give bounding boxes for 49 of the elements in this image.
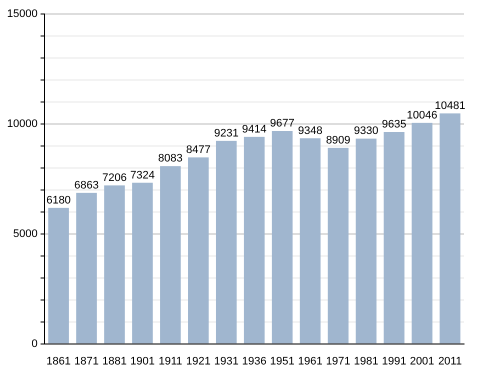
x-tick-label: 1971 <box>326 355 350 368</box>
bar <box>412 122 432 344</box>
y-tick-label: 10000 <box>6 118 38 130</box>
x-tick-label: 1911 <box>158 355 182 368</box>
x-tick-label: 1961 <box>298 355 322 368</box>
x-tick-label: 1981 <box>354 355 378 368</box>
data-label: 10481 <box>434 100 466 112</box>
data-label: 10046 <box>406 109 438 122</box>
x-tick-label: 1931 <box>214 355 239 368</box>
bar <box>356 138 376 344</box>
data-label: 8909 <box>326 134 350 146</box>
x-tick-label: 1921 <box>186 355 211 368</box>
bar <box>132 182 153 344</box>
bar <box>104 185 125 344</box>
bar <box>48 208 69 344</box>
data-label: 7206 <box>102 172 127 184</box>
data-label: 9231 <box>214 127 239 140</box>
data-label: 8083 <box>158 152 183 165</box>
data-label: 6863 <box>74 179 99 192</box>
data-label: 9330 <box>354 125 378 138</box>
bar <box>272 131 293 344</box>
data-label: 9677 <box>270 118 294 130</box>
x-tick-label: 1881 <box>102 355 127 368</box>
data-label: 8477 <box>186 144 211 156</box>
data-label: 9635 <box>382 118 406 130</box>
data-label: 9414 <box>242 123 267 136</box>
x-tick-label: 1936 <box>242 355 267 368</box>
bar <box>160 166 181 344</box>
x-tick-label: 1861 <box>46 355 71 368</box>
y-tick-label: 0 <box>31 338 38 350</box>
bar <box>76 192 97 344</box>
bar <box>188 157 209 344</box>
y-tick-label: 15000 <box>6 8 38 20</box>
bar <box>216 140 237 344</box>
x-tick-label: 1901 <box>130 355 155 368</box>
x-tick-label: 1871 <box>74 355 99 368</box>
x-tick-label: 1991 <box>382 355 406 368</box>
bar <box>440 113 460 344</box>
data-label: 6180 <box>46 194 71 206</box>
y-tick-label: 5000 <box>13 228 38 240</box>
x-tick-label: 2001 <box>410 355 434 368</box>
data-label: 7324 <box>130 169 155 182</box>
bar <box>328 148 349 344</box>
bar <box>384 132 404 344</box>
x-tick-label: 1951 <box>270 355 294 368</box>
bar <box>244 136 265 344</box>
x-tick-label: 2011 <box>438 355 462 368</box>
bar <box>300 138 321 344</box>
data-label: 9348 <box>298 124 322 137</box>
